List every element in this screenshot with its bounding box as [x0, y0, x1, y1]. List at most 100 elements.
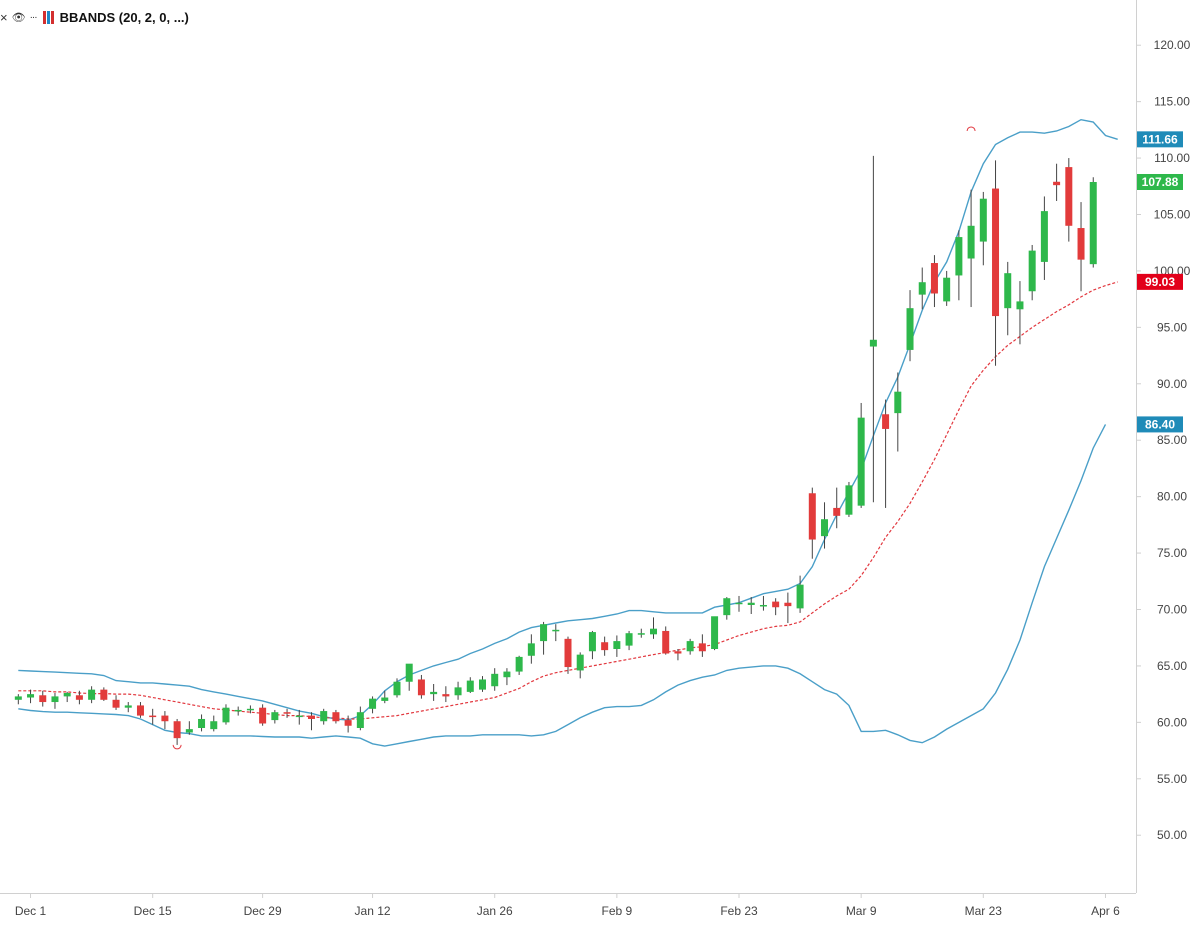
x-tick-label: Apr 6	[1091, 904, 1120, 918]
candle	[588, 630, 596, 660]
x-tick-label: Feb 23	[720, 904, 758, 918]
candle	[454, 681, 462, 700]
y-tick-label: 90.00	[1157, 377, 1187, 391]
candle	[625, 630, 633, 651]
candle	[845, 481, 853, 517]
candle	[234, 706, 242, 716]
x-tick-label: Jan 26	[477, 904, 513, 918]
candle	[613, 635, 621, 657]
candle-body-up	[650, 628, 658, 635]
candle-body-down	[173, 721, 181, 739]
candle-body-up	[845, 485, 853, 515]
band-touch-marker	[172, 744, 182, 750]
candle-body-up	[588, 632, 596, 652]
candle-body-down	[100, 689, 108, 700]
candle	[1065, 158, 1073, 242]
indicator-title[interactable]: BBANDS (20, 2, 0, ...)	[59, 9, 189, 25]
y-tick-label: 70.00	[1157, 603, 1187, 617]
candle	[246, 705, 254, 714]
candle	[698, 634, 706, 657]
candle	[356, 706, 364, 731]
candle	[149, 708, 157, 725]
candle	[527, 634, 535, 664]
candle-body-up	[369, 698, 377, 709]
candle	[918, 267, 926, 310]
price-tag-label: 107.88	[1142, 175, 1179, 189]
candle-body-up	[527, 643, 535, 656]
y-tick-label: 50.00	[1157, 828, 1187, 842]
candle-body-up	[430, 691, 438, 695]
candle-body-down	[772, 601, 780, 608]
candle	[75, 690, 83, 705]
candle-body-up	[356, 712, 364, 728]
lower-band-line	[18, 424, 1107, 747]
candle	[503, 668, 511, 686]
candle	[344, 715, 352, 733]
candle-body-up	[185, 729, 193, 733]
candle-body-up	[454, 687, 462, 696]
candle	[393, 678, 401, 698]
candle	[747, 597, 755, 615]
candles	[14, 155, 1097, 745]
candle	[100, 687, 108, 701]
candle	[136, 702, 144, 718]
candle-body-up	[576, 654, 584, 671]
candle	[320, 708, 328, 725]
candle-body-up	[27, 694, 35, 698]
price-tag-label: 86.40	[1145, 417, 1175, 431]
y-tick-label: 85.00	[1157, 433, 1187, 447]
candle	[772, 598, 780, 616]
candle-body-up	[906, 308, 914, 350]
candle-body-up	[979, 198, 987, 242]
candle	[39, 690, 47, 707]
candle-body-up	[723, 598, 731, 616]
x-tick-label: Jan 12	[355, 904, 391, 918]
candle	[540, 621, 548, 655]
candle	[112, 695, 120, 710]
candle-body-up	[246, 708, 254, 711]
candle-body-up	[625, 633, 633, 646]
price-tag-bg	[1137, 131, 1183, 148]
candle-body-up	[967, 225, 975, 259]
candle	[27, 689, 35, 704]
candle-body-up	[491, 673, 499, 687]
more-icon[interactable]: ···	[29, 11, 38, 23]
candle-body-down	[784, 602, 792, 607]
candle	[63, 691, 71, 703]
candle	[491, 668, 499, 691]
candle	[759, 595, 767, 611]
candle	[1016, 281, 1024, 345]
candle	[332, 709, 340, 724]
price-tag-label: 111.66	[1142, 132, 1178, 146]
candle-body-down	[1053, 181, 1061, 186]
candle	[784, 592, 792, 624]
candle	[1040, 196, 1048, 280]
candle-body-down	[283, 712, 291, 714]
eye-icon[interactable]: 👁	[11, 11, 26, 24]
candle-body-up	[124, 705, 132, 708]
price-tag: 99.03	[1137, 273, 1183, 290]
candle-body-up	[271, 712, 279, 721]
bbands-icon-bar-2	[46, 10, 50, 24]
candle-body-up	[894, 391, 902, 414]
candle-body-up	[478, 679, 486, 690]
close-icon[interactable]: ×	[0, 9, 8, 25]
candle	[796, 575, 804, 613]
candle	[405, 663, 413, 691]
candle-body-up	[88, 689, 96, 700]
candle	[1004, 261, 1012, 336]
candle	[417, 674, 425, 699]
candle-body-up	[210, 721, 218, 730]
candle-body-down	[1077, 228, 1085, 260]
price-tags: 111.66 107.88 99.03 86.40	[1137, 131, 1183, 433]
price-tag-bg	[1137, 273, 1183, 290]
candle	[821, 502, 829, 549]
candle	[295, 709, 303, 725]
candle-body-up	[51, 696, 59, 703]
candle-body-up	[198, 718, 206, 728]
price-tag-bg	[1137, 416, 1183, 433]
candle	[1077, 202, 1085, 292]
candle-body-up	[711, 616, 719, 649]
candle	[930, 255, 938, 308]
